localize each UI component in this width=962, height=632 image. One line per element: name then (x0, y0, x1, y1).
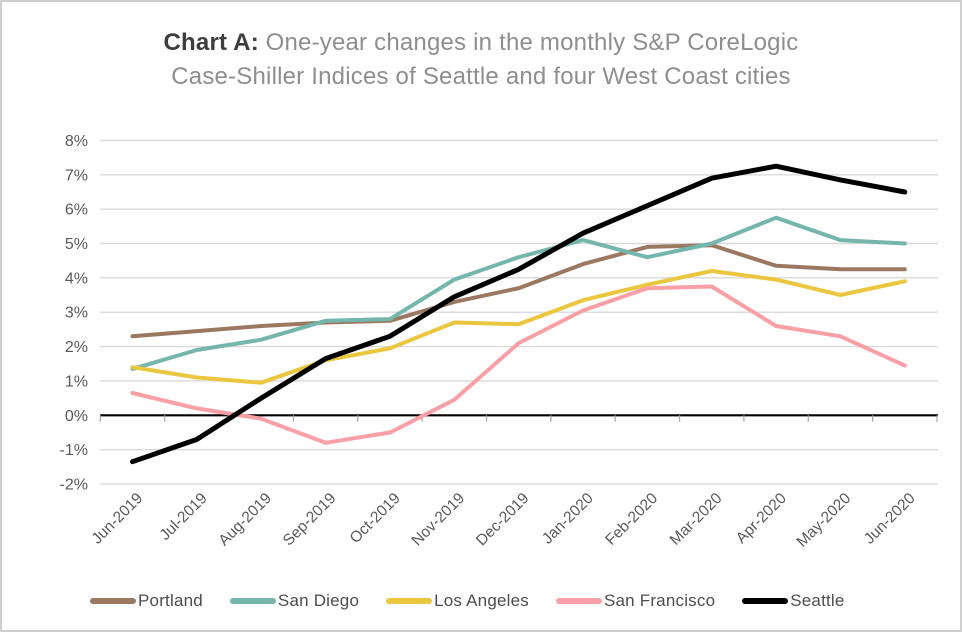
chart-title-line2: Case-Shiller Indices of Seattle and four… (171, 63, 791, 90)
chart-legend: Portland San Diego Los Angeles San Francisc… (90, 587, 845, 615)
y-axis-label: 3% (65, 305, 88, 322)
x-axis-label: Apr-2020 (733, 490, 790, 547)
legend-label: Portland (138, 591, 203, 610)
x-axis-label: Nov-2019 (409, 490, 469, 550)
x-axis-label: Jan-2020 (539, 490, 597, 548)
legend-item-los-angeles[interactable]: Los Angeles (386, 591, 529, 611)
legend-label: Los Angeles (434, 591, 529, 610)
y-axis-label: 6% (65, 202, 88, 219)
y-axis-label: 0% (65, 408, 88, 425)
x-axis-label: Aug-2019 (215, 490, 275, 550)
y-axis-label: -1% (60, 442, 88, 459)
x-axis-label: Mar-2020 (667, 490, 726, 549)
legend-swatch (229, 598, 276, 604)
series-line-portland[interactable] (130, 243, 907, 339)
y-axis-label: 8% (65, 133, 88, 150)
x-axis-label: Jun-2020 (861, 490, 919, 548)
legend-label: San Francisco (603, 591, 716, 610)
chart-title: Chart A: One-year changes in the monthly … (2, 26, 960, 94)
x-axis-label: Jun-2019 (89, 490, 147, 548)
y-axis-label: 5% (65, 236, 88, 253)
chart-title-line1: One-year changes in the monthly S&P Core… (265, 29, 799, 56)
legend-swatch (386, 598, 433, 604)
y-axis-label: 7% (65, 167, 88, 184)
x-axis-label: Sep-2019 (280, 490, 340, 550)
y-axis-label: -2% (60, 477, 88, 494)
series-line-san-francisco[interactable] (130, 284, 907, 445)
y-axis-label: 2% (65, 339, 88, 356)
legend-swatch (742, 598, 789, 604)
x-axis-label: May-2020 (794, 490, 855, 551)
legend-swatch (90, 598, 136, 604)
chart-title-prefix: Chart A: (163, 29, 259, 56)
series-line-los-angeles[interactable] (130, 269, 907, 385)
x-axis-label: Jul-2019 (157, 490, 211, 544)
legend-item-san-diego[interactable]: San Diego (229, 591, 360, 611)
series-line-san-diego[interactable] (130, 215, 907, 371)
legend-item-portland[interactable]: Portland (90, 591, 203, 611)
y-axis-label: 4% (65, 270, 88, 287)
x-axis-label: Dec-2019 (473, 490, 533, 550)
x-axis-label: Oct-2019 (347, 490, 404, 547)
legend-item-san-francisco[interactable]: San Francisco (555, 591, 716, 611)
legend-label: San Diego (277, 591, 360, 610)
series-line-seattle[interactable] (130, 163, 908, 465)
legend-swatch (555, 598, 602, 604)
x-axis-label: Feb-2020 (602, 490, 661, 549)
legend-label: Seattle (790, 591, 845, 610)
legend-item-seattle[interactable]: Seattle (742, 591, 844, 611)
y-axis-label: 1% (65, 373, 88, 390)
